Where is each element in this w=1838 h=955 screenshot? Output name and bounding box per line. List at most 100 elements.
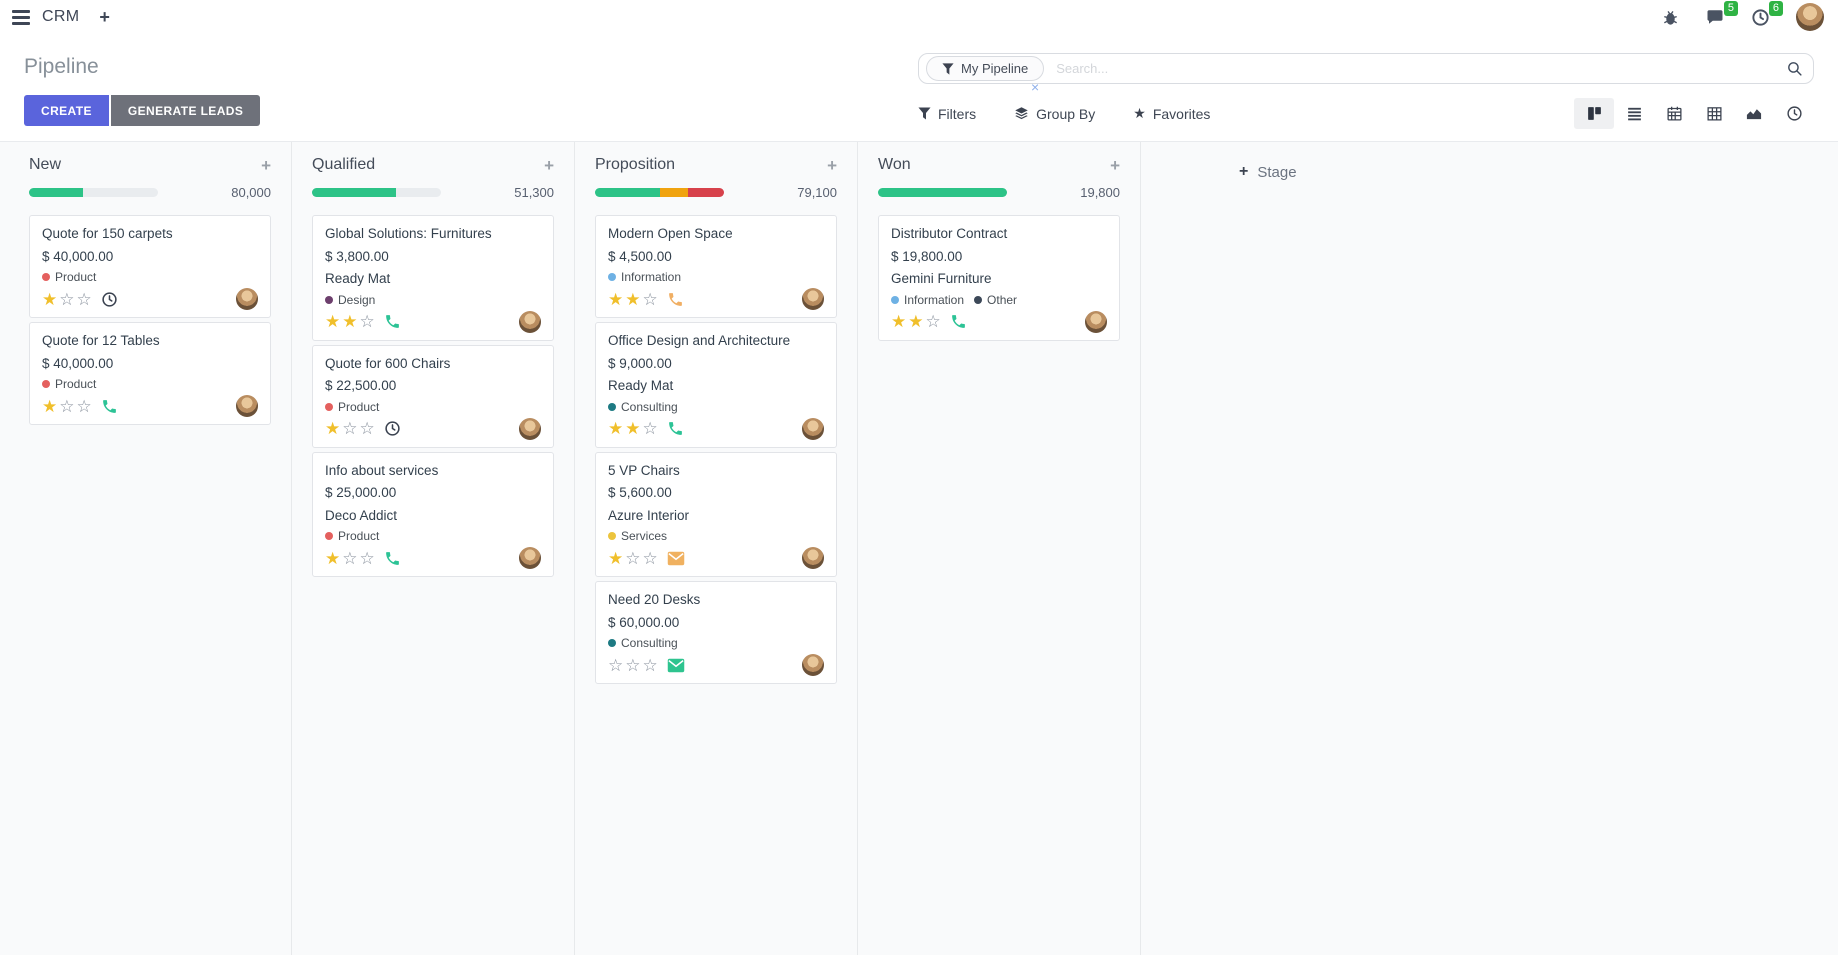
priority-star-icon[interactable]: ★: [608, 548, 626, 568]
salesperson-avatar[interactable]: [519, 547, 541, 570]
priority-stars[interactable]: ★★☆: [608, 291, 660, 308]
priority-stars[interactable]: ☆☆☆: [608, 657, 660, 674]
kanban-card[interactable]: Quote for 12 Tables $ 40,000.00 Product …: [29, 322, 271, 426]
priority-star-icon[interactable]: ☆: [642, 548, 660, 568]
salesperson-avatar[interactable]: [519, 310, 541, 333]
kanban-card[interactable]: Info about services $ 25,000.00 Deco Add…: [312, 451, 554, 578]
priority-stars[interactable]: ★★☆: [891, 313, 943, 330]
graph-view-button[interactable]: [1734, 98, 1774, 129]
salesperson-avatar[interactable]: [519, 417, 541, 440]
phone-icon[interactable]: [667, 291, 684, 308]
phone-icon[interactable]: [101, 398, 118, 415]
add-tab-icon[interactable]: +: [99, 6, 110, 27]
priority-star-icon[interactable]: ★: [325, 548, 343, 568]
salesperson-avatar[interactable]: [802, 654, 824, 677]
salesperson-avatar[interactable]: [1085, 310, 1107, 333]
priority-star-icon[interactable]: ★: [608, 289, 626, 309]
messages-icon[interactable]: 5: [1705, 1, 1738, 26]
priority-star-icon[interactable]: ★: [608, 419, 626, 439]
column-progress-bar[interactable]: [312, 188, 441, 197]
salesperson-avatar[interactable]: [802, 417, 824, 440]
calendar-view-button[interactable]: [1654, 98, 1694, 129]
clock-icon[interactable]: [101, 291, 118, 308]
priority-star-icon[interactable]: ☆: [76, 396, 94, 416]
priority-star-icon[interactable]: ☆: [359, 312, 377, 332]
salesperson-avatar[interactable]: [236, 395, 258, 418]
priority-star-icon[interactable]: ☆: [642, 655, 660, 675]
search-facet-my-pipeline[interactable]: My Pipeline: [926, 56, 1045, 81]
kanban-card[interactable]: Quote for 600 Chairs $ 22,500.00 Product…: [312, 344, 554, 448]
debug-bug-icon[interactable]: [1662, 9, 1679, 26]
priority-stars[interactable]: ★☆☆: [42, 398, 94, 415]
phone-icon[interactable]: [950, 313, 967, 330]
priority-star-icon[interactable]: ★: [42, 396, 60, 416]
list-view-button[interactable]: [1614, 98, 1654, 129]
search-input[interactable]: Search...: [1056, 61, 1109, 76]
priority-star-icon[interactable]: ☆: [359, 548, 377, 568]
priority-star-icon[interactable]: ☆: [342, 419, 360, 439]
pivot-view-button[interactable]: [1694, 98, 1734, 129]
salesperson-avatar[interactable]: [236, 288, 258, 311]
priority-stars[interactable]: ★☆☆: [42, 291, 94, 308]
priority-star-icon[interactable]: ☆: [76, 289, 94, 309]
priority-stars[interactable]: ★☆☆: [325, 550, 377, 567]
priority-stars[interactable]: ★★☆: [608, 420, 660, 437]
kanban-card[interactable]: Global Solutions: Furnitures $ 3,800.00 …: [312, 215, 554, 341]
user-avatar[interactable]: [1796, 3, 1824, 31]
priority-stars[interactable]: ★☆☆: [325, 420, 377, 437]
kanban-card[interactable]: Quote for 150 carpets $ 40,000.00 Produc…: [29, 215, 271, 319]
apps-menu-icon[interactable]: [12, 9, 30, 25]
priority-star-icon[interactable]: ☆: [642, 419, 660, 439]
column-progress-bar[interactable]: [878, 188, 1007, 197]
group-by-button[interactable]: Group By: [1014, 106, 1095, 122]
column-quick-add-icon[interactable]: +: [827, 155, 837, 175]
kanban-card[interactable]: Distributor Contract $ 19,800.00 Gemini …: [878, 215, 1120, 341]
priority-star-icon[interactable]: ☆: [608, 655, 626, 675]
priority-star-icon[interactable]: ☆: [359, 419, 377, 439]
mail-icon[interactable]: [667, 551, 685, 566]
mail-icon[interactable]: [667, 658, 685, 673]
activities-icon[interactable]: 6: [1751, 0, 1783, 27]
favorites-button[interactable]: ★ Favorites: [1133, 105, 1210, 122]
search-bar[interactable]: My Pipeline Search... ×: [918, 53, 1814, 94]
priority-star-icon[interactable]: ★: [891, 312, 909, 332]
salesperson-avatar[interactable]: [802, 547, 824, 570]
phone-icon[interactable]: [384, 550, 401, 567]
activity-view-button[interactable]: [1774, 98, 1814, 129]
priority-star-icon[interactable]: ☆: [59, 289, 77, 309]
remove-facet-icon[interactable]: ×: [1031, 79, 1040, 95]
priority-star-icon[interactable]: ★: [908, 312, 926, 332]
priority-star-icon[interactable]: ☆: [642, 289, 660, 309]
salesperson-avatar[interactable]: [802, 288, 824, 311]
clock-icon[interactable]: [384, 420, 401, 437]
priority-star-icon[interactable]: ☆: [342, 548, 360, 568]
priority-star-icon[interactable]: ★: [625, 289, 643, 309]
kanban-card[interactable]: Office Design and Architecture $ 9,000.0…: [595, 322, 837, 448]
column-quick-add-icon[interactable]: +: [544, 155, 554, 175]
priority-stars[interactable]: ★☆☆: [608, 550, 660, 567]
add-stage-button[interactable]: + Stage: [1239, 163, 1297, 181]
priority-stars[interactable]: ★★☆: [325, 313, 377, 330]
phone-icon[interactable]: [384, 313, 401, 330]
kanban-card[interactable]: Need 20 Desks $ 60,000.00 Consulting ☆☆☆: [595, 581, 837, 685]
filters-button[interactable]: Filters: [918, 106, 976, 122]
column-progress-bar[interactable]: [29, 188, 158, 197]
priority-star-icon[interactable]: ★: [42, 289, 60, 309]
priority-star-icon[interactable]: ☆: [59, 396, 77, 416]
kanban-card[interactable]: Modern Open Space $ 4,500.00 Information…: [595, 215, 837, 319]
kanban-view-button[interactable]: [1574, 98, 1614, 129]
search-icon[interactable]: [1786, 60, 1803, 77]
generate-leads-button[interactable]: GENERATE LEADS: [110, 95, 261, 126]
priority-star-icon[interactable]: ☆: [925, 312, 943, 332]
column-progress-bar[interactable]: [595, 188, 724, 197]
column-quick-add-icon[interactable]: +: [1110, 155, 1120, 175]
priority-star-icon[interactable]: ★: [325, 419, 343, 439]
phone-icon[interactable]: [667, 420, 684, 437]
app-name[interactable]: CRM: [42, 8, 80, 25]
priority-star-icon[interactable]: ★: [325, 312, 343, 332]
priority-star-icon[interactable]: ☆: [625, 655, 643, 675]
create-button[interactable]: CREATE: [24, 95, 109, 126]
priority-star-icon[interactable]: ☆: [625, 548, 643, 568]
priority-star-icon[interactable]: ★: [625, 419, 643, 439]
priority-star-icon[interactable]: ★: [342, 312, 360, 332]
